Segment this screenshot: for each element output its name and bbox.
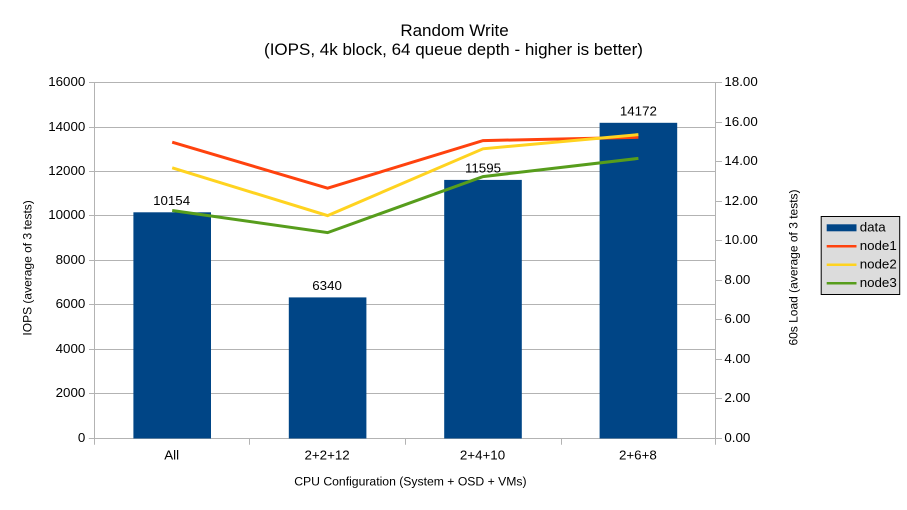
svg-text:0.00: 0.00 [724, 430, 750, 445]
svg-text:2.00: 2.00 [724, 390, 750, 405]
svg-text:(IOPS, 4k block, 64 queue dept: (IOPS, 4k block, 64 queue depth - higher… [264, 40, 643, 59]
svg-text:IOPS (average of 3 tests): IOPS (average of 3 tests) [21, 200, 35, 335]
svg-text:2000: 2000 [56, 385, 86, 400]
svg-text:10154: 10154 [153, 193, 191, 208]
svg-text:12.00: 12.00 [724, 193, 757, 208]
svg-text:node2: node2 [860, 257, 897, 272]
svg-text:14000: 14000 [48, 119, 85, 134]
svg-text:12000: 12000 [48, 163, 85, 178]
svg-text:All: All [164, 447, 179, 462]
svg-text:6.00: 6.00 [724, 311, 750, 326]
svg-text:16.00: 16.00 [724, 114, 757, 129]
svg-text:11595: 11595 [465, 160, 501, 175]
svg-text:CPU Configuration (System + OS: CPU Configuration (System + OSD + VMs) [294, 474, 526, 488]
svg-text:10.00: 10.00 [724, 232, 757, 247]
svg-text:10000: 10000 [48, 207, 85, 222]
svg-text:14.00: 14.00 [724, 153, 757, 168]
svg-text:4000: 4000 [56, 341, 86, 356]
svg-text:14172: 14172 [620, 104, 657, 119]
svg-text:node3: node3 [860, 275, 897, 290]
svg-text:2+2+12: 2+2+12 [304, 447, 349, 462]
svg-text:16000: 16000 [48, 74, 85, 89]
svg-text:2+6+8: 2+6+8 [619, 447, 657, 462]
svg-text:Random Write: Random Write [400, 21, 508, 40]
svg-text:60s Load (average of 3 tests): 60s Load (average of 3 tests) [787, 189, 801, 345]
svg-text:18.00: 18.00 [724, 74, 757, 89]
svg-text:node1: node1 [860, 238, 897, 253]
svg-text:4.00: 4.00 [724, 351, 750, 366]
svg-text:data: data [860, 220, 887, 235]
svg-text:8000: 8000 [56, 252, 86, 267]
svg-text:0: 0 [78, 430, 85, 445]
svg-text:6340: 6340 [312, 278, 342, 293]
svg-text:2+4+10: 2+4+10 [460, 447, 505, 462]
svg-text:8.00: 8.00 [724, 272, 750, 287]
svg-text:6000: 6000 [56, 296, 86, 311]
